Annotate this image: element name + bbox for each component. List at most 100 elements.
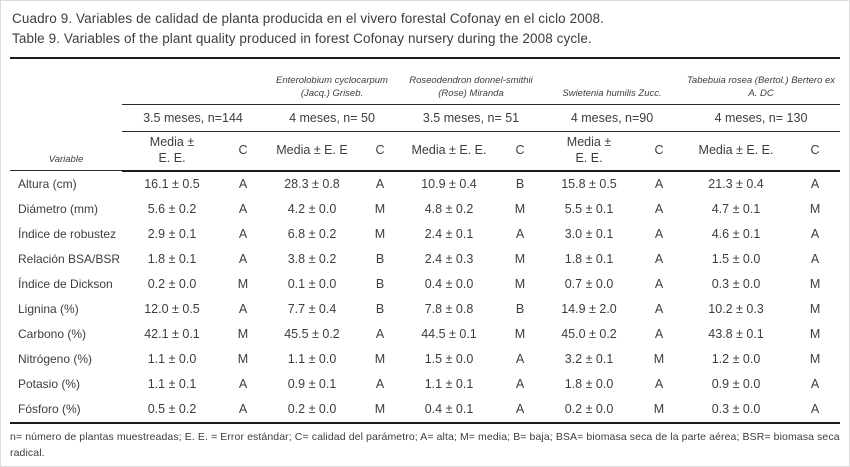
cell-media: 21.3 ± 0.4 [708, 177, 764, 191]
cell-media: 3.8 ± 0.2 [287, 252, 337, 266]
cell-quality: A [238, 177, 248, 191]
cell-quality: A [238, 302, 248, 316]
footnotes: n= número de plantas muestreadas; E. E. … [10, 429, 840, 467]
row-variable: Nitrógeno (%) [18, 352, 93, 366]
cell-media: 1.1 ± 0.1 [147, 377, 197, 391]
cell-quality: A [654, 252, 664, 266]
period-header-1: 3.5 meses, n=144 [122, 104, 264, 132]
table-row: Carbono (%) 42.1 ± 0.1 M 45.5 ± 0.2 A 44… [10, 322, 840, 347]
cell-media: 45.5 ± 0.2 [284, 327, 340, 341]
cell-quality: A [238, 377, 248, 391]
cell-quality: A [654, 277, 664, 291]
cell-media: 3.2 ± 0.1 [564, 352, 614, 366]
cell-quality: M [809, 277, 821, 291]
table-row: Nitrógeno (%) 1.1 ± 0.0 M 1.1 ± 0.0 M 1.… [10, 347, 840, 372]
species-header-3: Roseodendron donnel-smithii (Rose) Miran… [400, 58, 542, 105]
cell-quality: A [654, 377, 664, 391]
cell-quality: A [810, 377, 820, 391]
species-header-4: Swietenia humilis Zucc. [542, 58, 683, 105]
cell-media: 5.6 ± 0.2 [147, 202, 197, 216]
cell-media: 2.4 ± 0.3 [424, 252, 474, 266]
cell-media: 0.2 ± 0.0 [542, 396, 636, 424]
cell-media: 0.9 ± 0.0 [711, 377, 761, 391]
cell-quality: B [375, 277, 385, 291]
cell-media: 12.0 ± 0.5 [144, 302, 200, 316]
variable-header: Variable [10, 58, 122, 171]
cell-media: 0.3 ± 0.0 [682, 396, 791, 424]
row-variable: Altura (cm) [18, 176, 77, 191]
table-row: Índice de Dickson 0.2 ± 0.0 M 0.1 ± 0.0 … [10, 272, 840, 297]
results-table: Variable Enterolobium cyclocarpum (Jacq.… [10, 58, 841, 424]
cell-quality: A [238, 252, 248, 266]
cell-media: 1.5 ± 0.0 [711, 252, 761, 266]
table-caption-es: Cuadro 9. Variables de calidad de planta… [12, 11, 604, 26]
cell-quality: A [515, 377, 525, 391]
cell-quality: A [654, 202, 664, 216]
period-header-5: 4 meses, n= 130 [682, 104, 841, 132]
media-header-1: Media ± E. E. [122, 131, 222, 172]
cell-media: 4.2 ± 0.0 [287, 202, 337, 216]
quality-header-1: C [222, 131, 264, 172]
cell-quality: M [237, 352, 249, 366]
cell-quality: M [237, 327, 249, 341]
cell-media: 14.9 ± 2.0 [561, 302, 617, 316]
cell-media: 10.2 ± 0.3 [708, 302, 764, 316]
row-variable: Potasio (%) [18, 377, 81, 391]
row-variable: Relación BSA/BSR [18, 252, 121, 266]
cell-media: 2.9 ± 0.1 [147, 227, 197, 241]
row-variable: Carbono (%) [18, 327, 87, 341]
cell-quality: B [375, 302, 385, 316]
media-header-3: Media ± E. E. [400, 131, 498, 172]
species-header-row: Variable Enterolobium cyclocarpum (Jacq.… [10, 58, 841, 171]
cell-media: 0.4 ± 0.1 [400, 396, 498, 424]
cell-quality: M [237, 277, 249, 291]
cell-quality: A [375, 327, 385, 341]
period-header-4: 4 meses, n=90 [542, 104, 683, 132]
row-variable: Índice de robustez [18, 227, 117, 241]
cell-quality: A [222, 396, 264, 424]
species-header-1 [122, 58, 264, 105]
cell-media: 43.8 ± 0.1 [708, 327, 764, 341]
footnote-es: n= número de plantas muestreadas; E. E. … [10, 430, 840, 459]
row-variable: Fósforo (%) [10, 396, 122, 424]
quality-header-2: C [360, 131, 400, 172]
cell-quality: A [375, 377, 385, 391]
cell-media: 4.8 ± 0.2 [424, 202, 474, 216]
cell-media: 7.7 ± 0.4 [287, 302, 337, 316]
cell-media: 28.3 ± 0.8 [284, 177, 340, 191]
cell-media: 3.0 ± 0.1 [564, 227, 614, 241]
species-header-2: Enterolobium cyclocarpum (Jacq.) Griseb. [264, 58, 400, 105]
cell-quality: M [636, 396, 683, 424]
cell-media: 1.8 ± 0.0 [564, 377, 614, 391]
cell-media: 2.4 ± 0.1 [424, 227, 474, 241]
cell-quality: A [654, 177, 664, 191]
quality-header-4: C [636, 131, 683, 172]
cell-quality: M [809, 327, 821, 341]
cell-media: 45.0 ± 0.2 [561, 327, 617, 341]
row-variable: Lignina (%) [18, 302, 79, 316]
cell-quality: A [238, 202, 248, 216]
period-header-2: 4 meses, n= 50 [264, 104, 400, 132]
cell-quality: B [375, 252, 385, 266]
row-variable: Índice de Dickson [18, 277, 113, 291]
cell-quality: A [654, 327, 664, 341]
cell-quality: A [375, 177, 385, 191]
cell-media: 0.3 ± 0.0 [711, 277, 761, 291]
cell-media: 0.7 ± 0.0 [564, 277, 614, 291]
cell-quality: A [810, 252, 820, 266]
table-row: Potasio (%) 1.1 ± 0.1 A 0.9 ± 0.1 A 1.1 … [10, 372, 840, 397]
media-header-2: Media ± E. E [264, 131, 360, 172]
cell-media: 0.1 ± 0.0 [287, 277, 337, 291]
cell-quality: M [514, 202, 526, 216]
cell-quality: M [374, 202, 386, 216]
measure-header-row: Media ± E. E. C Media ± E. E C Media ± E… [10, 131, 841, 172]
cell-quality: B [515, 177, 525, 191]
table-row: Fósforo (%) 0.5 ± 0.2 A 0.2 ± 0.0 M 0.4 … [10, 396, 841, 424]
cell-media: 0.2 ± 0.0 [147, 277, 197, 291]
cell-media: 15.8 ± 0.5 [561, 177, 617, 191]
cell-media: 1.8 ± 0.1 [564, 252, 614, 266]
cell-quality: M [514, 252, 526, 266]
cell-media: 0.9 ± 0.1 [287, 377, 337, 391]
cell-quality: B [515, 302, 525, 316]
cell-quality: A [654, 227, 664, 241]
